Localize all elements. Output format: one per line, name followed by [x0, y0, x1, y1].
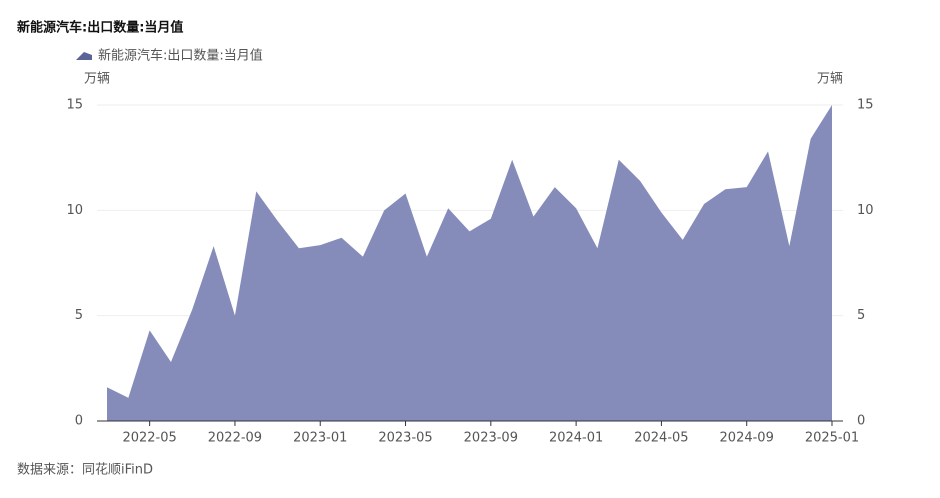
x-tick-label: 2022-05: [122, 431, 176, 446]
y2-tick-label: 5: [857, 308, 865, 323]
x-tick-label: 2023-01: [293, 431, 347, 446]
legend-icon: [76, 52, 92, 60]
y-axis-unit: 万辆: [84, 72, 110, 87]
chart-title: 新能源汽车:出口数量:当月值: [17, 20, 183, 36]
y2-tick-label: 15: [857, 98, 874, 113]
area: [107, 105, 832, 421]
x-tick-label: 2023-05: [378, 431, 432, 446]
y-tick-label: 10: [66, 203, 83, 218]
y2-axis-unit: 万辆: [817, 72, 843, 87]
legend-label: 新能源汽车:出口数量:当月值: [98, 48, 263, 64]
y-tick-label: 5: [75, 308, 83, 323]
x-tick-label: 2022-09: [208, 431, 262, 446]
x-tick-label: 2024-05: [634, 431, 688, 446]
y-tick-label: 15: [66, 98, 83, 113]
x-tick-label: 2025-01: [805, 431, 859, 446]
x-tick-label: 2024-01: [549, 431, 603, 446]
source-note: 数据来源：同花顺iFinD: [17, 462, 153, 478]
y2-tick-label: 0: [857, 414, 865, 429]
x-tick-label: 2023-09: [464, 431, 518, 446]
y2-tick-label: 10: [857, 203, 874, 218]
x-tick-label: 2024-09: [720, 431, 774, 446]
y-tick-label: 0: [75, 414, 83, 429]
